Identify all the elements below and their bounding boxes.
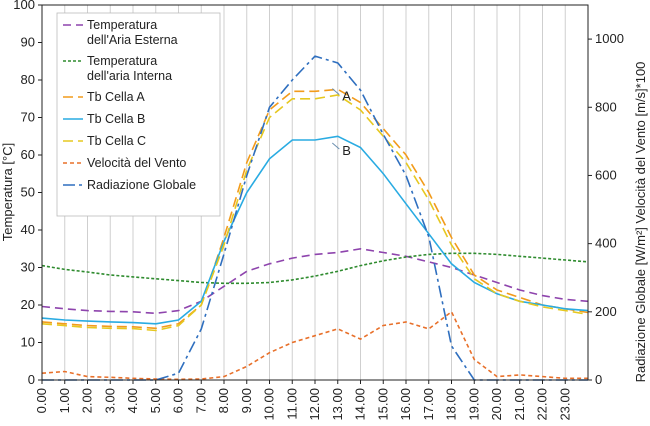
legend: Temperatura dell'Aria Esterna Temperatura d… [56,12,221,217]
series-line-4 [41,94,589,332]
y2-tick-label: 200 [595,304,617,319]
annotation-arrow-0 [331,88,340,96]
y2-tick-label: 800 [595,99,617,114]
y-tick-label: 70 [21,110,35,125]
annotations: AB [331,88,351,158]
x-tick-label: 11.00 [284,388,299,420]
annotation-arrow-1 [331,142,340,150]
y-tick-label: 90 [21,35,35,50]
legend-label-2: Tb Cella A [87,90,145,104]
legend-label-6: Radiazione Globale [87,178,196,192]
x-tick-label: 13.00 [330,388,345,421]
x-tick-label: 7.00 [193,388,208,413]
y-tick-label: 100 [13,0,35,12]
x-tick-label: 6.00 [171,388,186,413]
x-tick-label: 15.00 [375,388,390,421]
x-tick-label: 22.00 [535,388,550,421]
y2-tick-label: 1000 [595,31,624,46]
y2-axis-title: Radiazione Globale [W/m²] Velocità del V… [633,62,648,383]
x-tick-label: 19.00 [466,388,481,421]
y-tick-label: 20 [21,297,35,312]
legend-box [56,12,221,217]
legend-label-3: Tb Cella B [87,112,145,126]
y-tick-label: 60 [21,147,35,162]
y2-tick-label: 600 [595,167,617,182]
y-tick-label: 80 [21,72,35,87]
x-tick-label: 12.00 [307,388,322,421]
x-tick-label: 20.00 [489,388,504,421]
x-tick-label: 18.00 [444,388,459,421]
x-tick-label: 4.00 [125,388,140,413]
x-tick-label: 2.00 [80,388,95,413]
y-tick-label: 10 [21,335,35,350]
y-axis-title: Temperatura [°C] [0,143,15,241]
x-tick-label: 17.00 [421,388,436,421]
x-tick-label: 9.00 [239,388,254,413]
x-tick-label: 5.00 [148,388,163,413]
y2-tick-label: 400 [595,236,617,251]
legend-label-1: Temperatura dell'aria Interna [87,54,172,83]
y-tick-label: 30 [21,260,35,275]
y-tick-label: 40 [21,222,35,237]
x-tick-label: 3.00 [102,388,117,413]
y-tick-label: 50 [21,185,35,200]
ticks: 0102030405060708090100020040060080010000… [13,0,624,421]
x-tick-label: 14.00 [353,388,368,421]
y2-tick-label: 0 [595,372,602,387]
x-tick-label: 16.00 [398,388,413,421]
annotation-label-1: B [342,143,351,158]
annotation-label-0: A [342,89,351,104]
x-tick-label: 0.00 [34,388,49,413]
series-line-1 [41,252,589,285]
x-tick-label: 1.00 [57,388,72,413]
x-tick-label: 21.00 [512,388,527,421]
legend-label-0: Temperatura dell'Aria Esterna [87,18,178,47]
x-tick-label: 23.00 [557,388,572,421]
x-tick-label: 8.00 [216,388,231,413]
legend-label-5: Velocità del Vento [87,156,186,170]
y-tick-label: 0 [28,372,35,387]
x-tick-label: 10.00 [262,388,277,421]
legend-label-4: Tb Cella C [87,134,146,148]
